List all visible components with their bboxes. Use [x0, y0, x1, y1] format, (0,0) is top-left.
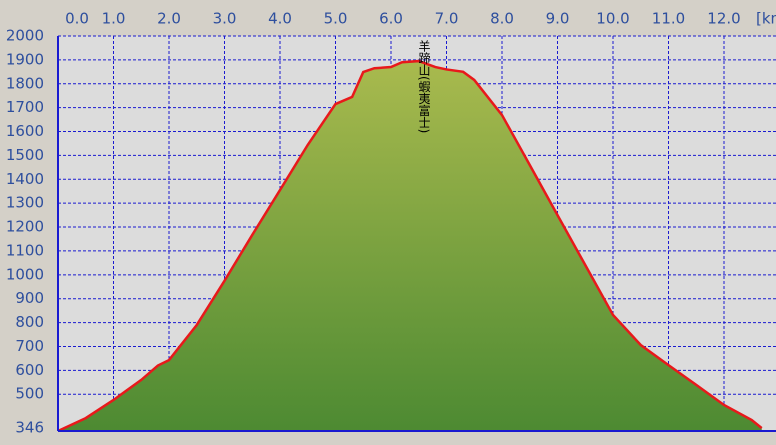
- y-tick-label: 600: [15, 361, 44, 379]
- annotation: 羊蹄山(蝦夷富士): [417, 39, 431, 134]
- x-tick-label: 0.0: [65, 10, 89, 28]
- x-tick-label: 2.0: [157, 10, 181, 28]
- x-tick-label: 12.0: [707, 10, 740, 28]
- y-tick-label: 1700: [6, 98, 44, 116]
- x-tick-label: 1.0: [102, 10, 126, 28]
- profile-line: [57, 59, 763, 433]
- x-tick-label: 3.0: [213, 10, 237, 28]
- y-tick-label: 1600: [6, 122, 44, 140]
- x-tick-label: 8.0: [490, 10, 514, 28]
- y-tick-label: 1500: [6, 146, 44, 164]
- y-tick-label: 1900: [6, 50, 44, 68]
- y-tick-label: 2000: [6, 27, 44, 45]
- x-tick-label: 10.0: [596, 10, 629, 28]
- y-tick-label: 1800: [6, 74, 44, 92]
- y-tick-label: 900: [15, 289, 44, 307]
- y-tick-label: 1100: [6, 241, 44, 259]
- y-tick-label: 1200: [6, 218, 44, 236]
- x-tick-label: 5.0: [324, 10, 348, 28]
- x-tick-label: 4.0: [268, 10, 292, 28]
- y-tick-label: 800: [15, 313, 44, 331]
- y-tick-label: 500: [15, 385, 44, 403]
- y-tick-label: 1300: [6, 194, 44, 212]
- y-tick-label: 700: [15, 337, 44, 355]
- x-axis-label: [km: [756, 10, 776, 28]
- x-tick-label: 7.0: [435, 10, 459, 28]
- x-tick-label: 6.0: [379, 10, 403, 28]
- x-tick-label: 9.0: [546, 10, 570, 28]
- area-fill: [58, 61, 762, 432]
- y-tick-label: 346: [15, 419, 44, 437]
- x-tick-label: 11.0: [652, 10, 685, 28]
- y-tick-label: 1400: [6, 170, 44, 188]
- y-tick-label: 1000: [6, 265, 44, 283]
